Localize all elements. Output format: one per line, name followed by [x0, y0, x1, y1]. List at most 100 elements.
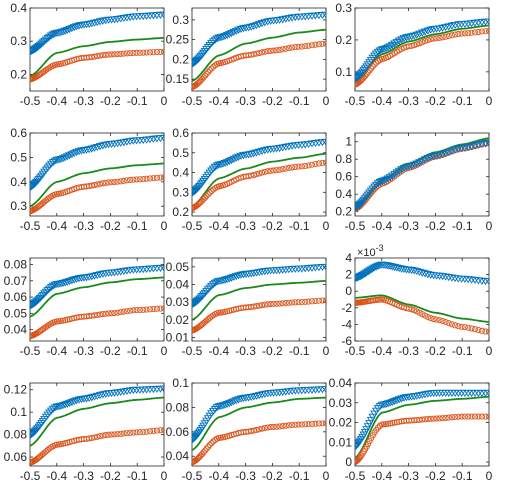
series-point-circle	[448, 414, 455, 421]
series-point-circle	[108, 431, 115, 438]
series-point-triangle	[58, 28, 68, 36]
series-point-circle	[256, 426, 263, 433]
series-point-triangle	[236, 271, 246, 279]
y-tick-label: 0.01	[166, 330, 190, 344]
x-tick-label: -0.4	[208, 469, 229, 483]
x-tick-label: -0.4	[208, 94, 229, 108]
series-point-circle	[205, 68, 212, 76]
x-tick-label: -0.5	[345, 94, 366, 108]
series-point-triangle	[222, 32, 232, 40]
y-tick-label: 0.03	[329, 396, 353, 410]
y-tick-label: 0.02	[166, 313, 190, 327]
series-point-circle	[380, 421, 387, 428]
series-point-circle	[302, 162, 309, 170]
x-tick-label: -0.5	[182, 94, 203, 108]
series-point-triangle	[355, 273, 364, 281]
series-point-triangle	[234, 272, 243, 280]
x-tick-label: 0	[323, 469, 330, 483]
series-point-circle	[430, 316, 437, 323]
series-point-circle	[452, 322, 459, 329]
series-point-triangle	[30, 46, 38, 54]
series-point-circle	[91, 434, 98, 441]
series-point-triangle	[65, 152, 74, 160]
x-tick-label: -0.5	[345, 344, 366, 358]
x-tick-label: -0.2	[425, 469, 446, 483]
series-point-triangle	[383, 400, 393, 408]
series-point-circle	[430, 415, 437, 422]
series-point-triangle	[43, 287, 53, 295]
series-point-circle	[298, 163, 305, 170]
series-point-triangle	[234, 153, 243, 161]
series-point-circle	[157, 305, 164, 312]
series-point-circle	[411, 42, 418, 49]
series-point-triangle	[229, 28, 239, 36]
series-point-circle	[261, 48, 268, 55]
series-point-triangle	[366, 266, 376, 274]
series-point-circle	[96, 180, 104, 187]
series-point-circle	[55, 441, 62, 448]
series-point-circle	[475, 28, 482, 35]
series-point-circle	[478, 327, 485, 334]
series-point-circle	[427, 415, 434, 422]
x-tick-label: -0.4	[46, 344, 67, 358]
series-point-triangle	[399, 35, 409, 43]
subplot-3: 0.1 0.2 0.3 -0.5 -0.4 -0.3 -0.2 -0.1 0	[335, 1, 492, 108]
series-point-circle	[461, 324, 468, 331]
series-point-circle	[430, 35, 437, 42]
series-point-triangle	[373, 48, 383, 56]
y-tick-label: -6	[341, 334, 352, 348]
series-point-circle	[111, 178, 118, 186]
series-point-circle	[94, 181, 101, 188]
y-tick-label: 0.5	[10, 150, 27, 164]
series-line	[192, 152, 326, 207]
series-point-triangle	[447, 274, 457, 282]
series-point-triangle	[399, 394, 409, 402]
series-point-triangle	[484, 139, 489, 147]
series-point-circle	[253, 426, 260, 434]
series-point-triangle	[41, 36, 51, 44]
series-point-circle	[200, 449, 207, 456]
series-point-circle	[468, 325, 475, 332]
series-point-circle	[57, 317, 64, 325]
series-point-circle	[146, 428, 154, 435]
series-point-circle	[465, 413, 472, 420]
series-point-triangle	[484, 18, 489, 26]
series-point-circle	[439, 317, 446, 325]
series-point-circle	[53, 318, 60, 325]
series-point-circle	[433, 316, 440, 323]
series-point-triangle	[373, 180, 383, 188]
series-point-circle	[136, 49, 143, 56]
series-point-triangle	[321, 263, 326, 271]
plot-area	[192, 11, 326, 91]
series-point-circle	[295, 163, 302, 170]
plot-area	[30, 385, 164, 466]
series-point-triangle	[441, 273, 451, 281]
series-point-circle	[102, 179, 109, 186]
x-tick-label: -0.5	[182, 469, 203, 483]
y-tick-label: 0.6	[10, 126, 27, 140]
series-point-circle	[424, 313, 431, 321]
y-tick-label: 0.1	[172, 376, 189, 390]
series-point-circle	[295, 299, 302, 306]
series-point-triangle	[383, 175, 393, 183]
series-point-triangle	[54, 29, 64, 37]
series-point-circle	[305, 42, 312, 49]
series-point-triangle	[229, 398, 239, 406]
series-point-circle	[205, 443, 212, 450]
series-point-circle	[120, 430, 127, 437]
subplot-12: 0 0.01 0.02 0.03 0.04 -0.5 -0.4 -0.3 -0.2 -0.1 0	[329, 376, 493, 483]
series-point-circle	[127, 307, 134, 314]
series-point-circle	[215, 434, 222, 441]
x-tick-label: -0.2	[425, 219, 446, 233]
x-tick-label: -0.3	[398, 94, 419, 108]
series-point-circle	[378, 421, 385, 428]
series-point-triangle	[371, 263, 381, 271]
series-point-circle	[312, 420, 319, 427]
y-tick-label: 0.2	[10, 67, 27, 81]
series-point-circle	[292, 421, 299, 428]
x-tick-label: -0.4	[46, 469, 67, 483]
series-point-circle	[421, 38, 429, 45]
series-point-circle	[94, 433, 101, 440]
y-tick-label: 0.08	[4, 428, 28, 442]
series-point-circle	[475, 327, 482, 334]
